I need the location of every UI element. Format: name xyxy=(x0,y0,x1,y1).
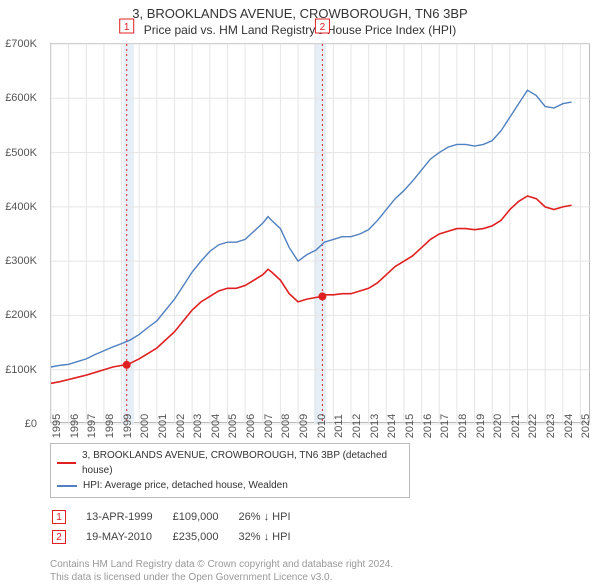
x-tick-label: 1995 xyxy=(51,414,63,438)
chart-container: 3, BROOKLANDS AVENUE, CROWBOROUGH, TN6 3… xyxy=(0,6,600,566)
y-tick-label: £400K xyxy=(5,201,37,213)
x-tick-label: 2023 xyxy=(545,414,557,438)
x-tick-label: 2025 xyxy=(580,414,592,438)
x-tick-label: 2013 xyxy=(369,414,381,438)
marker-date: 19-MAY-2010 xyxy=(86,528,171,546)
marker-price: £235,000 xyxy=(173,528,237,546)
marker-delta: 26% ↓ HPI xyxy=(239,508,309,526)
y-tick-label: £200K xyxy=(5,309,37,321)
x-tick-label: 2004 xyxy=(210,414,222,438)
chart-title: 3, BROOKLANDS AVENUE, CROWBOROUGH, TN6 3… xyxy=(0,6,600,21)
svg-text:1: 1 xyxy=(124,22,130,33)
footer: Contains HM Land Registry data © Crown c… xyxy=(50,558,600,584)
legend-row: HPI: Average price, detached house, Weal… xyxy=(57,478,403,493)
x-tick-label: 2016 xyxy=(422,414,434,438)
y-tick-label: £0 xyxy=(25,418,37,430)
legend-label: 3, BROOKLANDS AVENUE, CROWBOROUGH, TN6 3… xyxy=(82,448,403,478)
x-tick-label: 2011 xyxy=(333,414,345,438)
marker-date: 13-APR-1999 xyxy=(86,508,171,526)
y-tick-label: £500K xyxy=(5,147,37,159)
x-tick-label: 2006 xyxy=(245,414,257,438)
x-tick-label: 2001 xyxy=(157,414,169,438)
y-tick-label: £300K xyxy=(5,255,37,267)
x-tick-label: 2020 xyxy=(492,414,504,438)
x-tick-label: 2002 xyxy=(175,414,187,438)
marker-badge: 1 xyxy=(52,510,66,524)
x-tick-label: 2008 xyxy=(280,414,292,438)
marker-badge: 2 xyxy=(52,530,66,544)
x-tick-label: 2010 xyxy=(316,414,328,438)
legend-row: 3, BROOKLANDS AVENUE, CROWBOROUGH, TN6 3… xyxy=(57,448,403,478)
legend-swatch xyxy=(57,485,77,487)
x-tick-label: 2015 xyxy=(404,414,416,438)
table-row: 2 19-MAY-2010 £235,000 32% ↓ HPI xyxy=(52,528,309,546)
marker-delta: 32% ↓ HPI xyxy=(239,528,309,546)
x-tick-label: 2018 xyxy=(457,414,469,438)
chart-plot-area: 12 £0£100K£200K£300K£400K£500K£600K£700K… xyxy=(50,43,590,423)
legend-swatch xyxy=(57,462,76,464)
x-tick-label: 2007 xyxy=(263,414,275,438)
footer-line: This data is licensed under the Open Gov… xyxy=(50,571,600,584)
x-tick-label: 2014 xyxy=(386,414,398,438)
x-tick-label: 1996 xyxy=(69,414,81,438)
x-tick-label: 1997 xyxy=(86,414,98,438)
marker-price: £109,000 xyxy=(173,508,237,526)
x-tick-label: 2005 xyxy=(227,414,239,438)
legend-label: HPI: Average price, detached house, Weal… xyxy=(83,478,288,493)
chart-svg: 12 xyxy=(51,44,591,424)
svg-text:2: 2 xyxy=(320,22,326,33)
x-tick-label: 1998 xyxy=(104,414,116,438)
x-tick-label: 2000 xyxy=(139,414,151,438)
x-tick-label: 2022 xyxy=(527,414,539,438)
chart-subtitle: Price paid vs. HM Land Registry's House … xyxy=(0,23,600,37)
x-tick-label: 2017 xyxy=(439,414,451,438)
x-tick-label: 2012 xyxy=(351,414,363,438)
table-row: 1 13-APR-1999 £109,000 26% ↓ HPI xyxy=(52,508,309,526)
x-tick-label: 2009 xyxy=(298,414,310,438)
x-tick-label: 2021 xyxy=(510,414,522,438)
y-tick-label: £600K xyxy=(5,92,37,104)
x-tick-label: 2024 xyxy=(563,414,575,438)
marker-table: 1 13-APR-1999 £109,000 26% ↓ HPI 2 19-MA… xyxy=(50,506,311,548)
x-tick-label: 2019 xyxy=(475,414,487,438)
y-tick-label: £100K xyxy=(5,364,37,376)
y-tick-label: £700K xyxy=(5,38,37,50)
legend: 3, BROOKLANDS AVENUE, CROWBOROUGH, TN6 3… xyxy=(50,443,410,498)
x-tick-label: 2003 xyxy=(192,414,204,438)
x-tick-label: 1999 xyxy=(122,414,134,438)
